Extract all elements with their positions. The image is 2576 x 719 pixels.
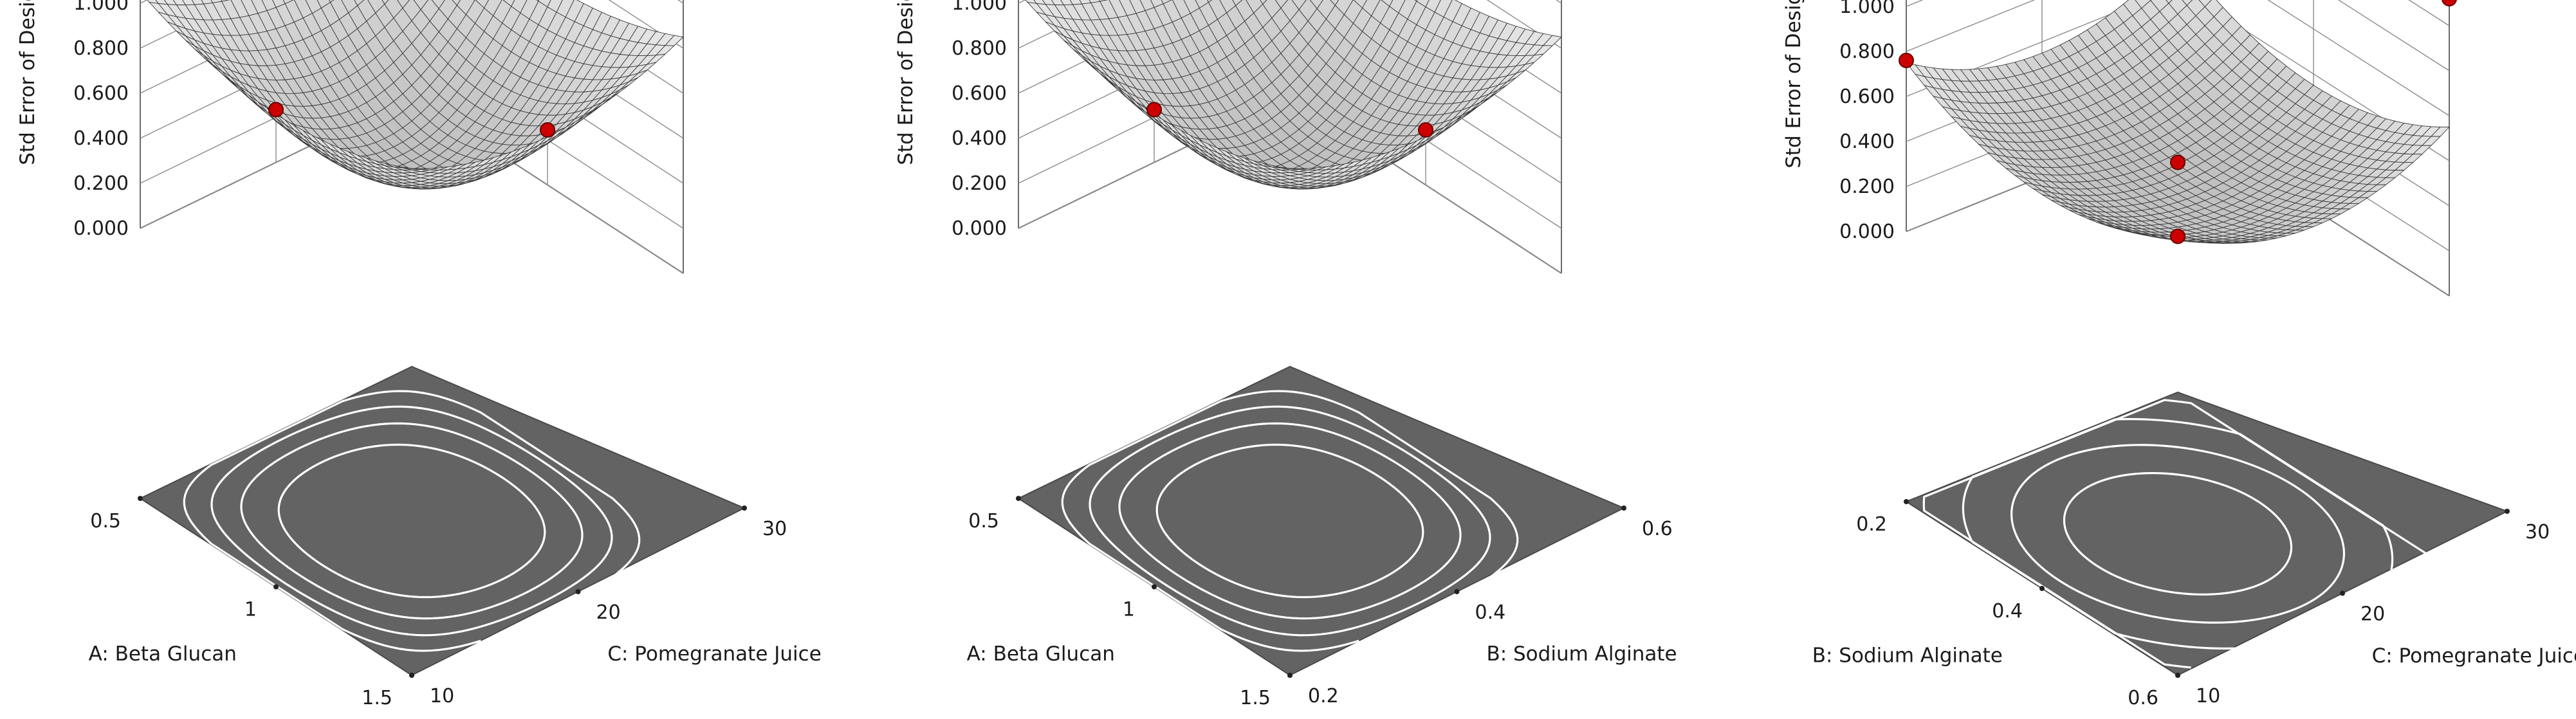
response-surface bbox=[1018, 0, 1561, 189]
z-axis-title: Std Error of Design bbox=[16, 0, 39, 165]
y-tick-label: 30 bbox=[2525, 521, 2550, 543]
design-point bbox=[1147, 103, 1161, 117]
z-axis-title: Std Error of Design bbox=[1782, 0, 1805, 168]
x-tick-label: 1.5 bbox=[362, 687, 392, 709]
y-tick-label: 30 bbox=[762, 518, 787, 540]
z-tick-label: 0.000 bbox=[952, 217, 1007, 240]
x-axis-title: A: Beta Glucan bbox=[967, 642, 1115, 666]
contour-plate bbox=[140, 367, 744, 675]
z-tick-label: 0.800 bbox=[73, 37, 129, 60]
z-tick-label: 0.200 bbox=[73, 172, 129, 195]
surface-plot-sodium-alginate-vs-pomegranate: 0.0000.2000.4000.6000.8001.0001.2001.400… bbox=[1782, 0, 2576, 709]
design-point bbox=[269, 103, 283, 117]
x-tick-mark bbox=[138, 496, 143, 501]
x-tick-mark bbox=[273, 585, 279, 590]
y-tick-label: 20 bbox=[596, 601, 621, 624]
y-axis-title: C: Pomegranate Juice bbox=[607, 642, 821, 666]
x-tick-mark bbox=[1904, 499, 1909, 504]
x-tick-mark bbox=[2039, 586, 2045, 591]
surface-plot-beta-glucan-vs-pomegranate: 0.0000.2000.4000.6000.8001.0001.2001.400… bbox=[16, 0, 822, 709]
design-point bbox=[540, 123, 555, 137]
y-tick-label: 0.6 bbox=[1642, 518, 1673, 540]
z-tick-label: 0.800 bbox=[1839, 41, 1895, 63]
z-tick-label: 0.000 bbox=[1839, 221, 1895, 243]
y-tick-mark bbox=[742, 505, 747, 511]
contour-plate bbox=[1906, 392, 2507, 675]
x-axis-title: B: Sodium Alginate bbox=[1812, 644, 2003, 668]
design-point bbox=[2442, 0, 2456, 6]
y-tick-mark bbox=[1455, 589, 1460, 594]
x-tick-label: 0.6 bbox=[2128, 687, 2158, 709]
design-point bbox=[2171, 230, 2185, 244]
x-tick-label: 0.4 bbox=[1992, 600, 2023, 623]
y-axis-title: C: Pomegranate Juice bbox=[2372, 644, 2576, 668]
x-tick-label: 1 bbox=[1123, 599, 1135, 621]
z-axis: 0.0000.2000.4000.6000.8001.0001.2001.400… bbox=[1782, 0, 1895, 243]
design-point bbox=[1419, 123, 1433, 137]
contour-plate bbox=[1018, 367, 1624, 675]
z-tick-label: 1.000 bbox=[73, 0, 129, 15]
x-tick-label: 0.5 bbox=[968, 510, 999, 532]
y-axis-title: B: Sodium Alginate bbox=[1486, 642, 1677, 666]
response-surface bbox=[140, 0, 683, 189]
z-tick-label: 0.600 bbox=[73, 82, 129, 105]
y-tick-mark bbox=[576, 589, 581, 594]
design-point bbox=[2171, 156, 2185, 170]
y-tick-label: 20 bbox=[2360, 603, 2385, 626]
x-tick-label: 1 bbox=[244, 599, 257, 621]
y-tick-mark bbox=[2505, 509, 2510, 514]
z-tick-label: 0.800 bbox=[952, 37, 1007, 60]
y-tick-label: 0.4 bbox=[1475, 601, 1506, 624]
z-tick-label: 0.400 bbox=[1839, 131, 1895, 153]
y-tick-mark bbox=[1621, 505, 1626, 511]
x-tick-label: 0.5 bbox=[90, 510, 121, 532]
z-tick-label: 0.000 bbox=[73, 217, 129, 240]
y-tick-mark bbox=[409, 673, 414, 678]
x-tick-mark bbox=[1152, 585, 1157, 590]
x-tick-mark bbox=[1016, 496, 1021, 501]
z-tick-label: 0.600 bbox=[952, 82, 1007, 105]
z-tick-label: 0.600 bbox=[1839, 86, 1895, 108]
contour-plate-fill bbox=[1906, 392, 2507, 675]
y-tick-label: 10 bbox=[2196, 685, 2220, 707]
z-tick-label: 0.200 bbox=[1839, 176, 1895, 198]
y-tick-label: 0.2 bbox=[1308, 685, 1339, 707]
y-tick-mark bbox=[2175, 673, 2180, 678]
x-axis-title: A: Beta Glucan bbox=[89, 642, 237, 666]
z-tick-label: 0.200 bbox=[952, 172, 1007, 195]
z-tick-label: 1.000 bbox=[1839, 0, 1895, 18]
design-point bbox=[1899, 53, 1913, 68]
z-tick-label: 0.400 bbox=[952, 127, 1007, 150]
x-tick-label: 0.2 bbox=[1856, 513, 1887, 536]
surface-plot-beta-glucan-vs-sodium-alginate: 0.0000.2000.4000.6000.8001.0001.2001.400… bbox=[894, 0, 1677, 709]
z-tick-label: 0.400 bbox=[73, 127, 129, 150]
z-axis: 0.0000.2000.4000.6000.8001.0001.2001.400… bbox=[894, 0, 1007, 240]
z-tick-label: 1.000 bbox=[952, 0, 1007, 15]
y-tick-label: 10 bbox=[430, 685, 454, 707]
x-tick-label: 1.5 bbox=[1240, 687, 1271, 709]
response-surface bbox=[1906, 0, 2449, 243]
z-axis-title: Std Error of Design bbox=[894, 0, 917, 165]
y-tick-mark bbox=[1287, 673, 1293, 678]
z-axis: 0.0000.2000.4000.6000.8001.0001.2001.400… bbox=[16, 0, 129, 240]
y-tick-mark bbox=[2340, 591, 2345, 596]
